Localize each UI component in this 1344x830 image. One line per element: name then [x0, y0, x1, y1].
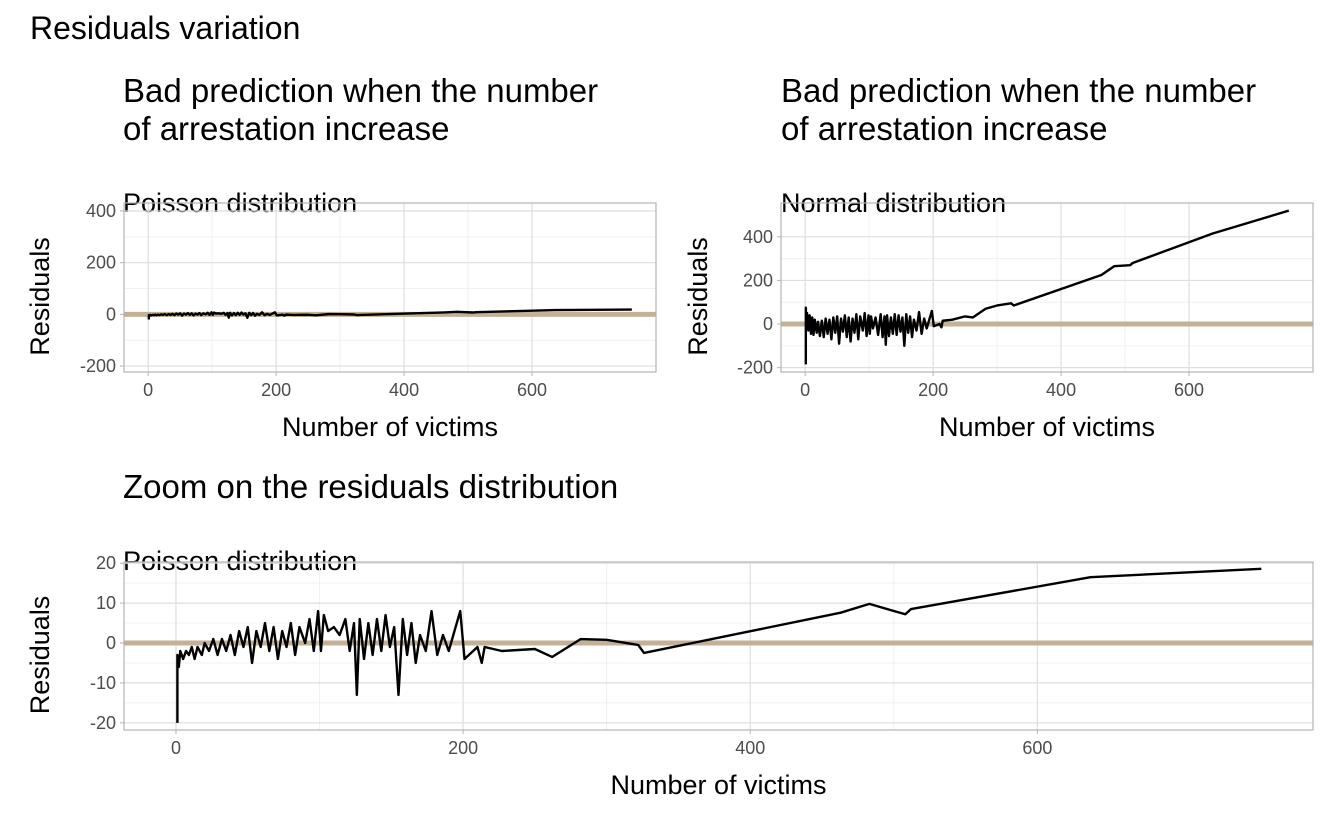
- panel-border: [123, 561, 1314, 731]
- y-tick-label: 200: [86, 253, 116, 273]
- figure-title: Residuals variation: [30, 10, 300, 46]
- y-tick-label: 400: [86, 201, 116, 221]
- x-tick-label: 200: [261, 380, 291, 400]
- x-tick-label: 0: [800, 380, 810, 400]
- x-axis-label: Number of victims: [282, 412, 498, 442]
- x-tick-label: 400: [389, 380, 419, 400]
- y-tick-label: -200: [80, 356, 116, 376]
- y-tick-label: -10: [90, 673, 116, 693]
- y-axis-label: Residuals: [683, 237, 713, 356]
- x-tick-label: 0: [171, 738, 181, 758]
- y-tick-label: 200: [743, 270, 773, 290]
- chart-title: Bad prediction when the number: [781, 72, 1256, 109]
- x-axis-label: Number of victims: [939, 412, 1155, 442]
- x-tick-label: 200: [448, 738, 478, 758]
- y-tick-label: 0: [106, 304, 116, 324]
- chart-subtitle: Poisson distribution: [123, 546, 357, 576]
- data-line: [176, 567, 1262, 723]
- x-tick-label: 600: [1174, 380, 1204, 400]
- data-line: [804, 209, 1290, 365]
- x-tick-label: 600: [1022, 738, 1052, 758]
- y-axis-label: Residuals: [25, 596, 55, 715]
- x-tick-label: 600: [517, 380, 547, 400]
- chart-title: Zoom on the residuals distribution: [123, 468, 618, 505]
- y-tick-label: -200: [737, 358, 773, 378]
- y-tick-label: 0: [763, 314, 773, 334]
- x-tick-label: 400: [1046, 380, 1076, 400]
- panel-border: [780, 202, 1314, 373]
- y-tick-label: 400: [743, 227, 773, 247]
- y-tick-label: 10: [96, 593, 116, 613]
- x-tick-label: 400: [735, 738, 765, 758]
- y-tick-label: 20: [96, 553, 116, 573]
- y-axis-label: Residuals: [25, 237, 55, 356]
- x-axis-label: Number of victims: [610, 770, 826, 800]
- y-tick-label: -20: [90, 713, 116, 733]
- chart-title: of arrestation increase: [123, 110, 450, 147]
- panel-border: [123, 202, 657, 373]
- data-line: [147, 308, 632, 320]
- x-tick-label: 0: [143, 380, 153, 400]
- chart-title: Bad prediction when the number: [123, 72, 598, 109]
- y-tick-label: 0: [106, 633, 116, 653]
- chart-title: of arrestation increase: [781, 110, 1108, 147]
- x-tick-label: 200: [918, 380, 948, 400]
